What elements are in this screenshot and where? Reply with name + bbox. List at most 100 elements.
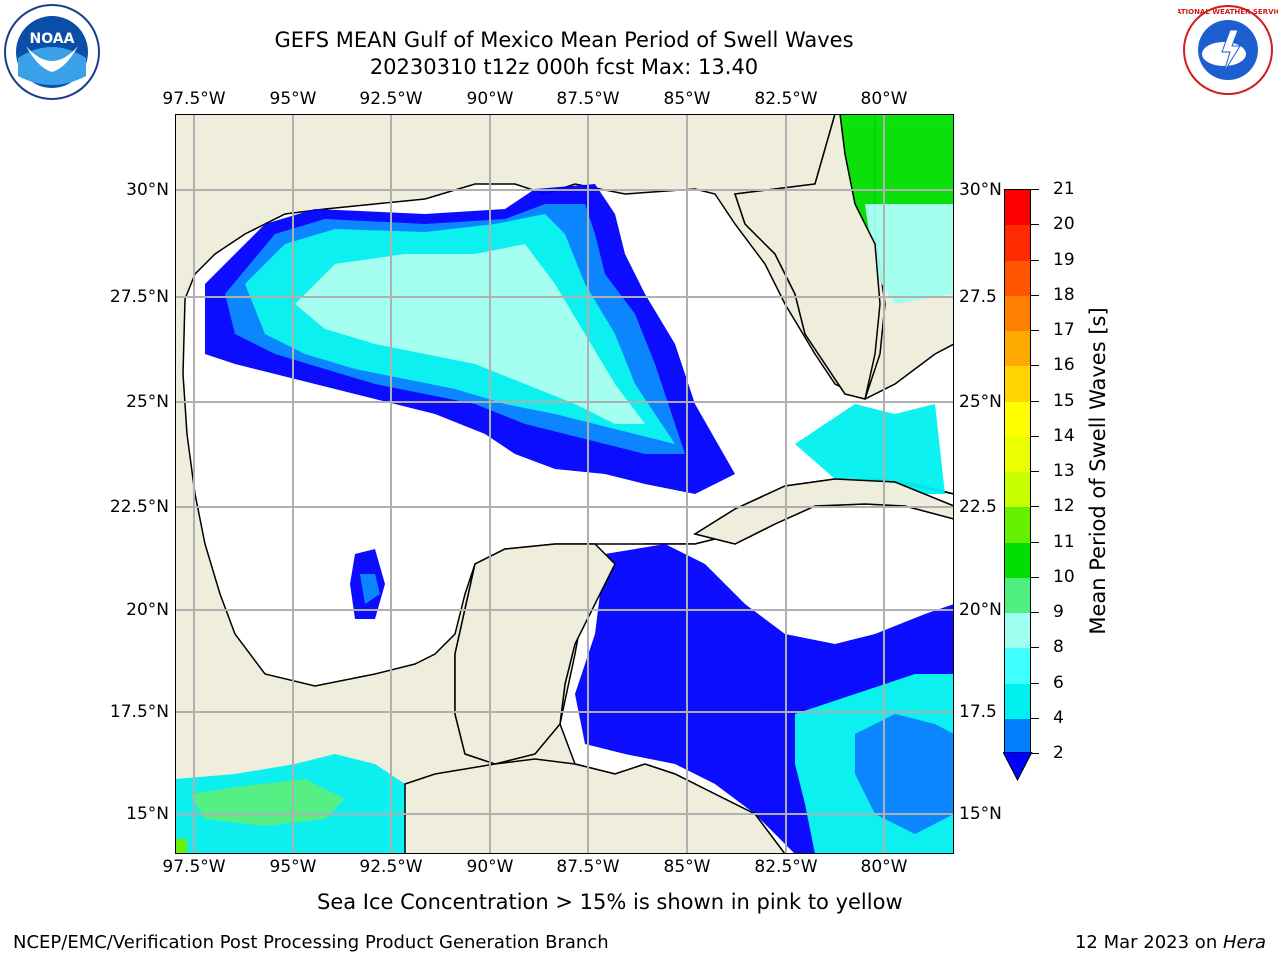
colorbar-tick-mark: [1031, 259, 1039, 261]
lon-label-bottom: 97.5°W: [162, 857, 226, 877]
noaa-logo-text: NOAA: [30, 31, 75, 47]
colorbar-cell: [1005, 648, 1030, 684]
lon-label-top: 87.5°W: [556, 89, 620, 109]
yucatan-outline: [454, 543, 616, 765]
colorbar-tick-label: 9: [1053, 602, 1064, 622]
colorbar-cell: [1005, 401, 1030, 438]
colorbar-tick-mark: [1031, 365, 1039, 367]
colorbar-label: Mean Period of Swell Waves [s]: [1086, 307, 1110, 635]
colorbar-cell: [1005, 718, 1030, 755]
contour-west-blob-inner: [360, 574, 380, 604]
lat-label-right: 20°N: [959, 600, 1002, 620]
lat-label-right: 25°N: [959, 392, 1002, 412]
colorbar-tick-mark: [1031, 541, 1039, 543]
lat-label-right: 22.5: [959, 497, 997, 517]
colorbar-tick-label: 14: [1053, 425, 1075, 446]
colorbar-cell: [1005, 225, 1030, 261]
lat-label-left: 22.5°N: [109, 497, 169, 517]
lat-label-left: 27.5°N: [109, 287, 169, 307]
colorbar-tick-label: 2: [1053, 743, 1064, 763]
colorbar-cell: [1005, 295, 1030, 332]
contour-caribbean-light: [855, 714, 954, 834]
colorbar-tick-mark: [1031, 647, 1039, 649]
lon-label-bottom: 87.5°W: [556, 857, 620, 877]
colorbar-cell: [1005, 683, 1030, 720]
colorbar-tick-label: 10: [1053, 566, 1075, 587]
sea-ice-caption: Sea Ice Concentration > 15% is shown in …: [317, 890, 903, 914]
lon-label-bottom: 92.5°W: [359, 857, 423, 877]
colorbar-tick-label: 6: [1053, 672, 1064, 693]
colorbar-tick-mark: [1031, 506, 1039, 508]
colorbar-tick-mark: [1031, 330, 1039, 331]
footer-credit: NCEP/EMC/Verification Post Processing Pr…: [13, 932, 609, 953]
footer-date: 12 Mar 2023 on Hera: [1075, 932, 1266, 953]
colorbar-tick-label: 18: [1053, 284, 1075, 305]
colorbar-extend-triangle: [1003, 752, 1033, 782]
colorbar-tick-label: 12: [1053, 496, 1075, 517]
colorbar-tick-label: 13: [1053, 461, 1075, 481]
colorbar-tick-label: 8: [1053, 637, 1064, 658]
colorbar-tick-label: 16: [1053, 355, 1075, 376]
lat-label-left: 20°N: [126, 600, 169, 620]
noaa-emblem-icon: NOAA: [16, 16, 88, 88]
lon-label-top: 95°W: [269, 89, 317, 109]
colorbar-tick-label: 21: [1053, 179, 1075, 199]
colorbar-tick-mark: [1031, 224, 1039, 226]
map-subtitle: 20230310 t12z 000h fcst Max: 13.40: [369, 55, 759, 79]
lat-label-left: 15°N: [126, 804, 169, 824]
colorbar-cell: [1005, 577, 1030, 614]
florida-outline: [733, 114, 881, 400]
colorbar-tick-mark: [1031, 576, 1039, 578]
colorbar-cell: [1005, 366, 1030, 402]
colorbar-cell: [1005, 507, 1030, 543]
colorbar-cell: [1005, 613, 1030, 649]
colorbar-cell: [1005, 472, 1030, 508]
footer-host: Hera: [1222, 932, 1266, 953]
lon-label-top: 92.5°W: [359, 89, 423, 109]
colorbar-tick-label: 11: [1053, 531, 1075, 552]
lat-label-right: 15°N: [959, 804, 1002, 824]
noaa-logo: NOAA: [4, 4, 100, 100]
contour-atlantic-cyan: [865, 204, 954, 304]
nws-logo-text: NATIONAL WEATHER SERVICE: [1178, 8, 1278, 16]
lon-label-bottom: 90°W: [466, 857, 514, 877]
colorbar-tick-mark: [1031, 294, 1039, 296]
colorbar-tick-mark: [1031, 189, 1039, 190]
lat-label-right: 27.5: [959, 287, 997, 307]
nws-logo: NATIONAL WEATHER SERVICE: [1170, 2, 1280, 98]
colorbar-tick-mark: [1031, 471, 1039, 472]
colorbar-tick-mark: [1031, 435, 1039, 437]
swell-period-map: [175, 114, 954, 854]
lon-label-bottom: 85°W: [663, 857, 711, 877]
colorbar-cell: [1005, 542, 1030, 579]
lon-label-bottom: 82.5°W: [754, 857, 818, 877]
colorbar-tick-label: 15: [1053, 390, 1075, 411]
colorbar-tick-label: 4: [1053, 707, 1064, 728]
lon-label-top: 90°W: [466, 89, 514, 109]
colorbar-tick-mark: [1031, 612, 1039, 613]
lon-label-top: 85°W: [663, 89, 711, 109]
colorbar: [1004, 189, 1031, 755]
map-gridlines: [175, 114, 954, 854]
colorbar-cell: [1005, 331, 1030, 367]
colorbar-cell: [1005, 436, 1030, 473]
lon-label-top: 97.5°W: [162, 89, 226, 109]
colorbar-tick-mark: [1031, 717, 1039, 719]
contour-keys-cyan: [795, 404, 945, 494]
lat-label-left: 17.5°N: [109, 702, 169, 722]
lat-label-right: 17.5: [959, 702, 997, 722]
lat-label-right: 30°N: [959, 180, 1002, 200]
central-america-land: [404, 758, 786, 854]
lon-label-top: 80°W: [860, 89, 908, 109]
map-title: GEFS MEAN Gulf of Mexico Mean Period of …: [274, 28, 854, 52]
lat-label-left: 30°N: [126, 180, 169, 200]
colorbar-tick-label: 20: [1053, 214, 1075, 235]
lon-label-top: 82.5°W: [754, 89, 818, 109]
colorbar-cell: [1005, 260, 1030, 297]
contour-pacific-lightgreen: [175, 839, 187, 854]
colorbar-tick-mark: [1031, 400, 1039, 402]
colorbar-tick-mark: [1031, 682, 1039, 684]
colorbar-tick-label: 19: [1053, 249, 1075, 270]
nws-emblem-icon: NATIONAL WEATHER SERVICE: [1170, 5, 1280, 95]
colorbar-tick-mark: [1031, 753, 1039, 754]
